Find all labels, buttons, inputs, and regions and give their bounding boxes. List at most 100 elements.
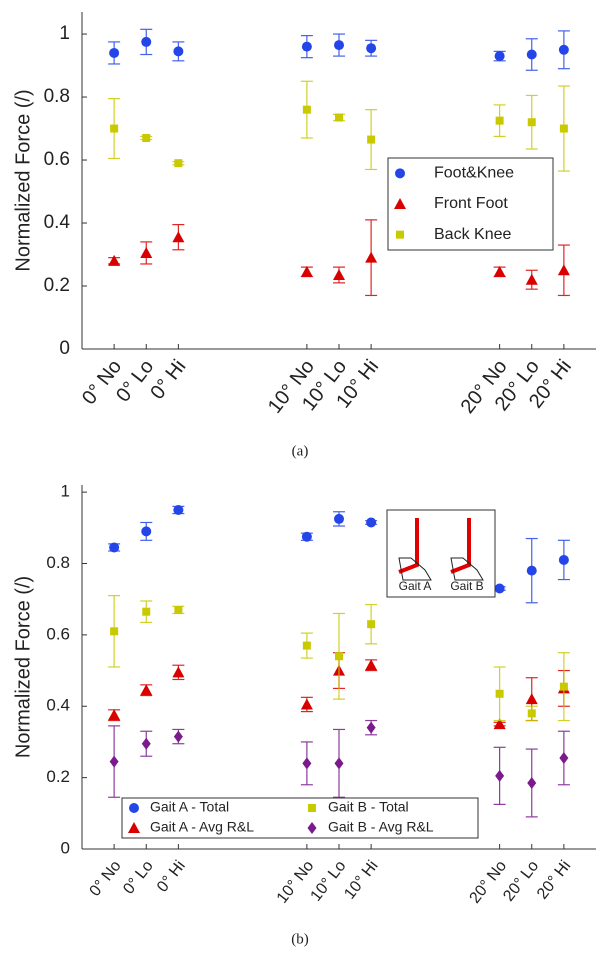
marker xyxy=(394,198,406,209)
caption: (a) xyxy=(292,443,309,459)
y-tick-label: 0.8 xyxy=(44,86,70,107)
marker xyxy=(527,709,536,718)
marker xyxy=(140,246,153,258)
marker xyxy=(173,730,183,743)
marker xyxy=(128,822,140,833)
y-tick-label: 0.6 xyxy=(46,624,70,643)
marker xyxy=(525,273,538,285)
marker xyxy=(334,757,344,770)
marker xyxy=(141,36,152,47)
marker xyxy=(110,627,119,636)
marker xyxy=(395,168,405,179)
marker xyxy=(142,133,151,142)
x-tick-label: 10° Hi xyxy=(341,858,381,903)
legend-box xyxy=(121,797,479,839)
legend-label: Gait A - Avg R&L xyxy=(150,819,254,835)
marker xyxy=(302,757,312,770)
y-tick-label: 0.2 xyxy=(44,275,70,296)
y-tick-label: 0.4 xyxy=(44,212,71,233)
marker xyxy=(141,526,152,537)
x-tick-label: 0° No xyxy=(78,356,126,409)
marker xyxy=(109,542,120,553)
y-tick-label: 1 xyxy=(61,482,70,501)
marker xyxy=(366,517,377,528)
marker xyxy=(494,583,505,594)
marker xyxy=(366,43,377,54)
marker xyxy=(335,113,343,122)
y-tick-label: 0.2 xyxy=(46,767,70,786)
marker xyxy=(559,752,569,764)
inset-leg xyxy=(450,518,471,574)
marker xyxy=(108,709,121,721)
marker xyxy=(109,755,119,768)
marker xyxy=(302,105,311,114)
y-tick-label: 0 xyxy=(59,338,70,359)
marker xyxy=(307,822,317,834)
marker xyxy=(494,51,505,62)
marker xyxy=(495,769,505,782)
x-tick-label: 20° Hi xyxy=(534,858,574,903)
x-tick-label: 0° Hi xyxy=(154,858,189,896)
inset-box xyxy=(386,509,496,598)
marker xyxy=(558,44,569,55)
y-tick-label: 0.6 xyxy=(44,149,70,170)
inset-leg xyxy=(398,518,419,574)
x-tick-label: 0° No xyxy=(86,858,124,900)
marker xyxy=(300,698,313,710)
marker xyxy=(558,554,569,565)
x-tick-label: 10° Lo xyxy=(307,858,349,905)
legend-label: Foot&Knee xyxy=(434,165,514,182)
marker xyxy=(367,620,376,629)
marker xyxy=(172,231,185,243)
marker xyxy=(527,118,536,127)
marker xyxy=(308,804,316,812)
marker xyxy=(334,513,344,524)
inset-outline xyxy=(398,557,432,581)
marker xyxy=(559,124,568,133)
marker xyxy=(174,605,183,614)
inset-outline xyxy=(450,557,484,581)
marker xyxy=(302,641,311,650)
marker xyxy=(301,41,312,52)
legend-label: Back Knee xyxy=(434,226,511,243)
marker xyxy=(557,264,570,276)
marker xyxy=(396,230,404,239)
x-tick-label: 0° Lo xyxy=(120,858,157,898)
marker xyxy=(108,254,121,266)
marker xyxy=(334,40,344,51)
marker xyxy=(172,666,185,678)
legend-label: Gait A - Total xyxy=(150,799,229,815)
marker xyxy=(301,531,312,542)
y-axis-label: Normalized Force (/) xyxy=(12,89,34,271)
marker xyxy=(142,607,151,616)
marker xyxy=(173,504,184,515)
marker xyxy=(493,718,506,730)
marker xyxy=(493,265,506,277)
marker xyxy=(109,47,120,58)
marker xyxy=(141,737,151,750)
y-tick-label: 0 xyxy=(61,838,70,857)
marker xyxy=(527,776,537,789)
marker xyxy=(495,116,504,125)
legend-label: Gait B - Avg R&L xyxy=(328,819,434,835)
inset-label: Gait B xyxy=(450,579,483,593)
legend-label: Front Foot xyxy=(434,195,508,212)
marker xyxy=(174,159,183,168)
legend-box xyxy=(387,157,554,251)
x-tick-label: 20° No xyxy=(466,858,510,907)
marker xyxy=(367,135,376,144)
x-tick-label: 0° Hi xyxy=(146,356,190,404)
legend-label: Gait B - Total xyxy=(328,799,409,815)
y-axis-label: Normalized Force (/) xyxy=(12,576,34,758)
marker xyxy=(525,693,538,705)
y-tick-label: 0.4 xyxy=(46,696,70,715)
x-tick-label: 0° Lo xyxy=(112,356,158,407)
y-tick-label: 0.8 xyxy=(46,553,70,572)
marker xyxy=(495,689,504,698)
marker xyxy=(526,565,537,576)
marker xyxy=(559,682,568,691)
marker xyxy=(333,268,345,280)
marker xyxy=(366,721,376,734)
